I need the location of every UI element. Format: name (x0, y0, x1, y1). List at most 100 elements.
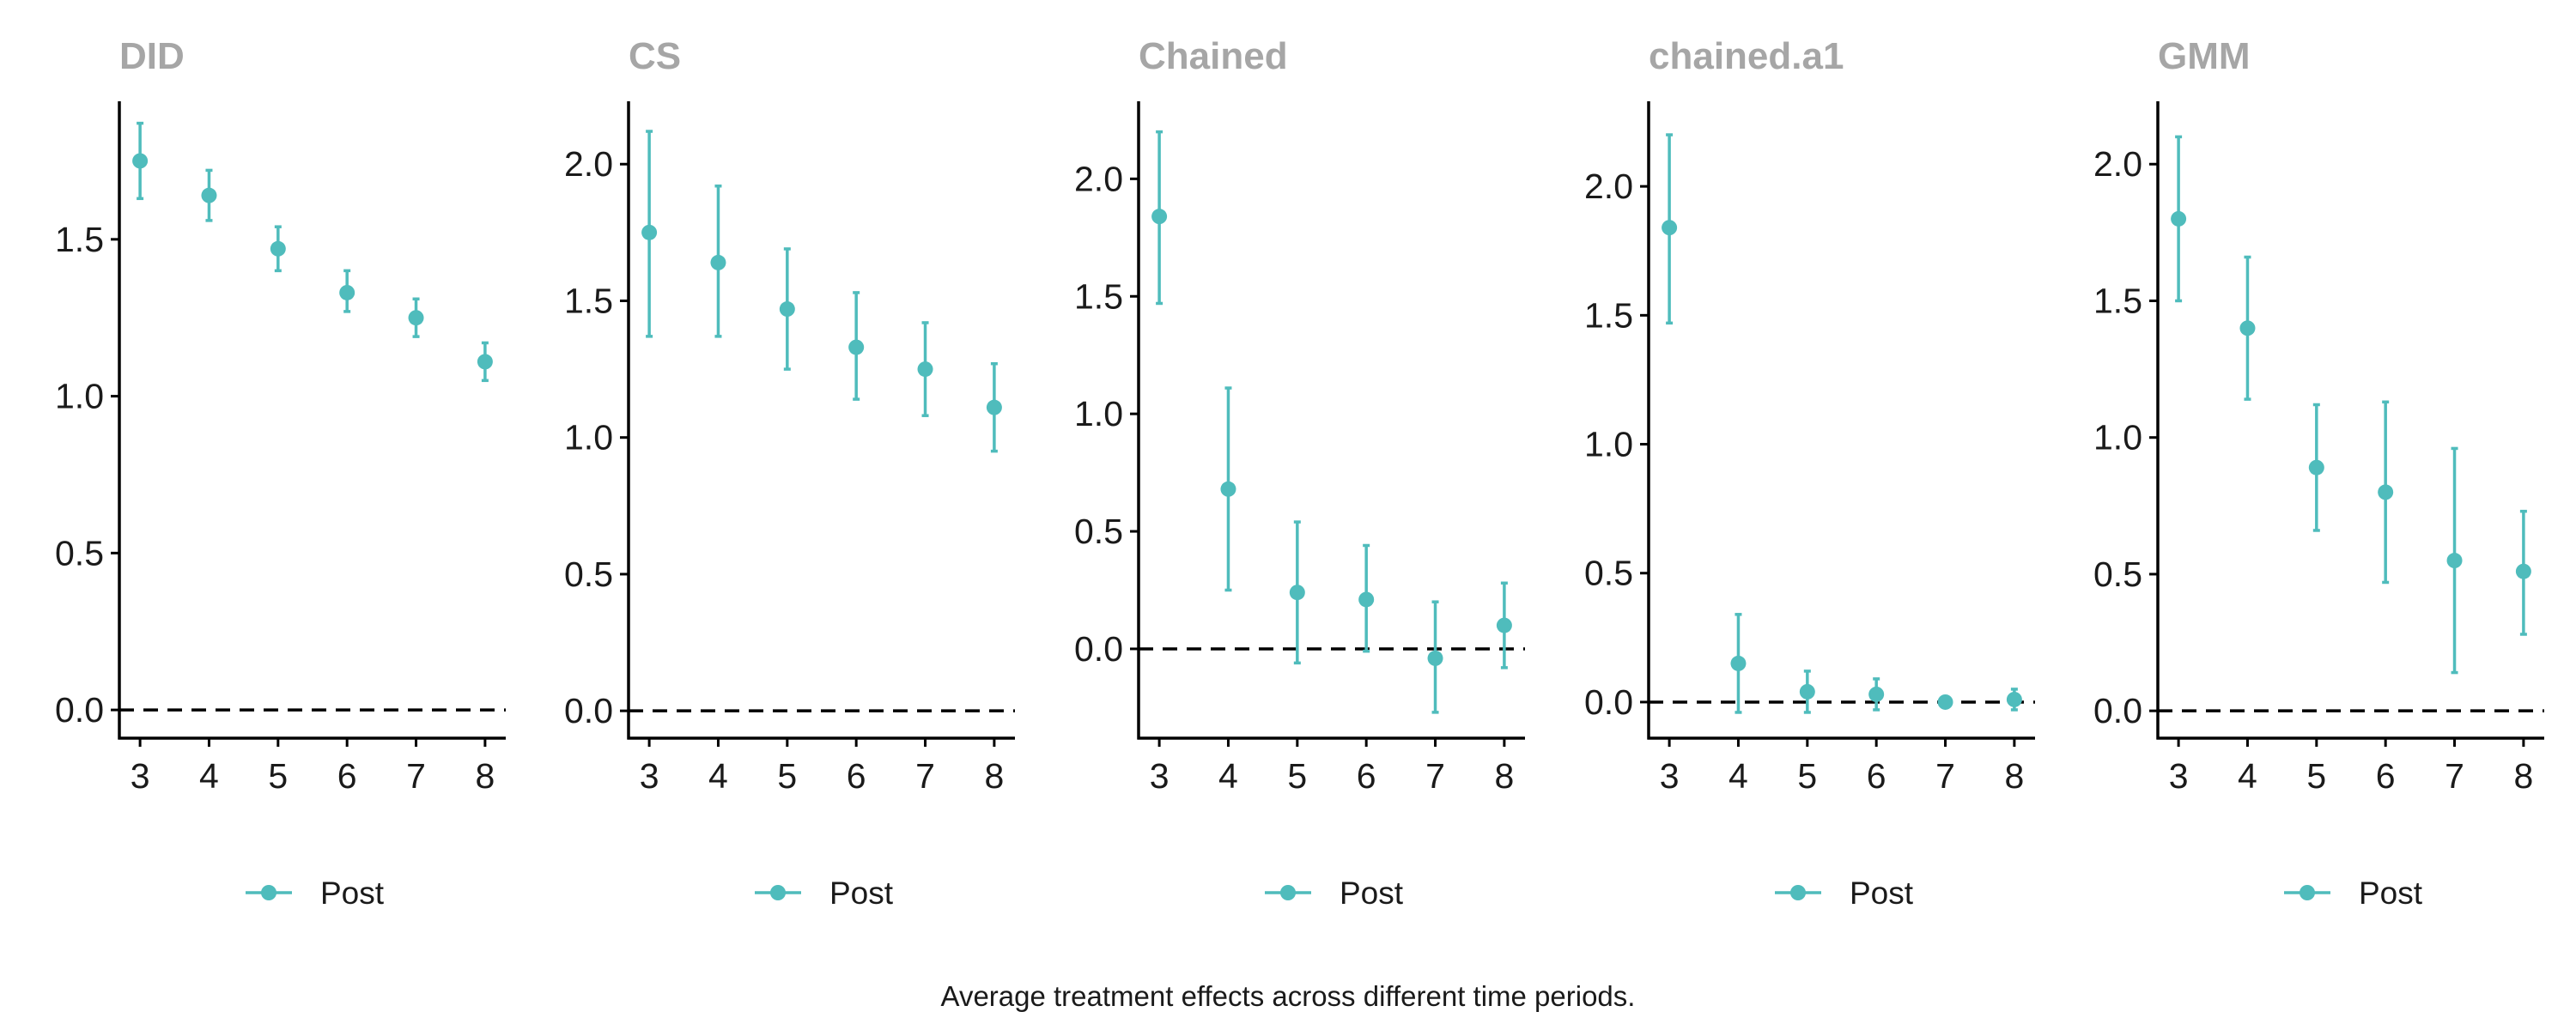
x-tick-label: 5 (1287, 756, 1307, 796)
legend-label: Post (2359, 876, 2423, 911)
y-tick-label: 0.5 (564, 554, 613, 594)
x-tick-label: 8 (984, 756, 1004, 796)
data-point (1220, 481, 1236, 497)
data-point (779, 301, 795, 318)
data-point (848, 339, 865, 355)
x-tick-label: 8 (475, 756, 495, 796)
panel-gmm: GMM 0.0 0.5 1.0 1.5 2.0 3 4 5 6 7 8 Post (2093, 35, 2544, 911)
data-point (2006, 691, 2022, 707)
x-tick-label: 8 (2004, 756, 2024, 796)
legend-key-point (261, 885, 276, 900)
legend-key-point (2300, 885, 2315, 900)
data-point (2308, 459, 2324, 476)
data-point (408, 310, 424, 326)
data-point (1662, 220, 1678, 236)
y-tick-label: 2.0 (564, 144, 613, 184)
panel-title: Chained (1139, 35, 1288, 77)
y-tick-label: 1.0 (1584, 425, 1633, 464)
data-point (2515, 563, 2531, 579)
data-point (2378, 484, 2394, 500)
x-tick-label: 6 (1867, 756, 1886, 796)
y-tick-label: 0.5 (1584, 554, 1633, 593)
x-tick-label: 4 (2238, 756, 2257, 796)
y-tick-label: 1.0 (2093, 418, 2142, 457)
data-point (1289, 585, 1305, 601)
legend-key-point (1790, 885, 1806, 900)
y-tick-label: 0.5 (55, 533, 104, 573)
y-tick-label: 1.0 (1074, 394, 1123, 433)
panel-title: chained.a1 (1649, 35, 1844, 77)
data-point (339, 284, 355, 300)
data-point (1496, 617, 1512, 633)
y-tick-label: 0.0 (1584, 682, 1633, 722)
y-tick-label: 1.0 (564, 418, 613, 457)
x-tick-label: 6 (2376, 756, 2396, 796)
x-tick-label: 8 (2513, 756, 2533, 796)
y-tick-label: 2.0 (1074, 159, 1123, 198)
y-tick-label: 0.5 (1074, 512, 1123, 551)
x-tick-label: 5 (777, 756, 797, 796)
legend-label: Post (1340, 876, 1404, 911)
x-tick-label: 3 (640, 756, 659, 796)
y-tick-label: 1.0 (55, 377, 104, 416)
y-tick-label: 2.0 (1584, 167, 1633, 206)
legend-label: Post (1850, 876, 1914, 911)
legend-label: Post (320, 876, 385, 911)
y-tick-label: 1.5 (564, 281, 613, 320)
data-point (1151, 209, 1168, 225)
data-point (1937, 694, 1953, 710)
legend-key-point (770, 885, 786, 900)
data-point (917, 361, 933, 378)
data-point (1868, 686, 1885, 702)
data-point (1730, 655, 1747, 671)
x-tick-label: 4 (1728, 756, 1748, 796)
panel-title: GMM (2158, 35, 2251, 77)
x-tick-label: 7 (1935, 756, 1955, 796)
y-tick-label: 0.0 (55, 690, 104, 730)
x-tick-label: 7 (2445, 756, 2464, 796)
data-point (2239, 320, 2256, 336)
x-tick-label: 5 (268, 756, 288, 796)
x-tick-label: 6 (1357, 756, 1376, 796)
data-point (1799, 683, 1815, 700)
x-tick-label: 8 (1494, 756, 1514, 796)
data-point (710, 254, 726, 270)
x-tick-label: 3 (131, 756, 150, 796)
y-tick-label: 1.5 (55, 220, 104, 259)
x-tick-label: 6 (847, 756, 866, 796)
x-tick-label: 4 (199, 756, 219, 796)
y-tick-label: 1.5 (1584, 295, 1633, 335)
data-point (477, 354, 493, 370)
panel-cs: CS 0.0 0.5 1.0 1.5 2.0 3 4 5 6 7 8 Post (564, 35, 1015, 911)
x-tick-label: 3 (1150, 756, 1170, 796)
y-tick-label: 0.0 (564, 691, 613, 730)
x-tick-label: 7 (1425, 756, 1445, 796)
data-point (132, 153, 149, 169)
data-point (2171, 210, 2187, 227)
legend-key-point (1280, 885, 1296, 900)
x-tick-label: 5 (1797, 756, 1817, 796)
legend-label: Post (829, 876, 894, 911)
y-tick-label: 0.0 (2093, 691, 2142, 730)
data-point (270, 240, 286, 257)
x-tick-label: 3 (2169, 756, 2189, 796)
x-tick-label: 3 (1660, 756, 1680, 796)
panel-chained: Chained 0.0 0.5 1.0 1.5 2.0 3 4 5 6 7 8 Post (1074, 35, 1525, 911)
x-tick-label: 4 (1218, 756, 1238, 796)
panel-did: DID 0.0 0.5 1.0 1.5 3 4 5 6 7 8 Post (55, 35, 506, 911)
data-point (2446, 553, 2463, 569)
data-point (986, 399, 1002, 415)
figure-caption: Average treatment effects across differe… (940, 980, 1636, 1012)
x-tick-label: 6 (337, 756, 357, 796)
y-tick-label: 1.5 (1074, 276, 1123, 316)
y-tick-label: 0.5 (2093, 554, 2142, 594)
data-point (1358, 591, 1375, 608)
panel-chained-a1: chained.a1 0.0 0.5 1.0 1.5 2.0 3 4 5 6 7 8 Post (1584, 35, 2035, 911)
x-tick-label: 5 (2306, 756, 2326, 796)
data-point (1427, 650, 1443, 666)
x-tick-label: 4 (708, 756, 728, 796)
panel-title: DID (119, 35, 185, 77)
data-point (641, 224, 658, 240)
x-tick-label: 7 (915, 756, 935, 796)
